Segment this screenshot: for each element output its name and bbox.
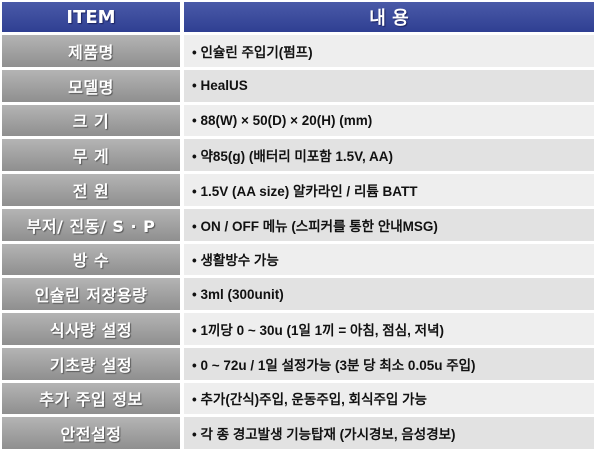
row-label-meal-setting: 식사량 설정 xyxy=(2,313,180,345)
header-item: ITEM xyxy=(2,2,180,32)
row-label-safety-setting: 안전설정 xyxy=(2,417,180,449)
row-value-safety-setting: • 각 종 경고발생 기능탑재 (가시경보, 음성경보) xyxy=(184,417,594,449)
row-value-waterproof: • 생활방수 가능 xyxy=(184,243,594,276)
row-label-waterproof: 방 수 xyxy=(2,243,180,276)
row-label-insulin-capacity: 인슐린 저장용량 xyxy=(2,278,180,310)
row-label-model-name: 모델명 xyxy=(2,69,180,102)
row-label-buzzer-vibration: 부저/ 진동/ S · P xyxy=(2,208,180,241)
row-value-basal-setting: • 0 ~ 72u / 1일 설정가능 (3분 당 최소 0.05u 주입) xyxy=(184,347,594,380)
row-value-product-name: • 인슐린 주입기(펌프) xyxy=(184,35,594,67)
header-content: 내 용 xyxy=(184,2,594,32)
row-value-insulin-capacity: • 3ml (300unit) xyxy=(184,278,594,310)
row-label-size: 크 기 xyxy=(2,104,180,137)
row-value-buzzer-vibration: • ON / OFF 메뉴 (스피커를 통한 안내MSG) xyxy=(184,208,594,241)
row-value-power: • 1.5V (AA size) 알카라인 / 리튬 BATT xyxy=(184,174,594,206)
row-value-meal-setting: • 1끼당 0 ~ 30u (1일 1끼 = 아침, 점심, 저녁) xyxy=(184,313,594,345)
row-value-additional-injection: • 추가(간식)주입, 운동주입, 회식주입 가능 xyxy=(184,382,594,415)
row-label-additional-injection: 추가 주입 정보 xyxy=(2,382,180,415)
row-value-model-name: • HealUS xyxy=(184,69,594,102)
row-label-weight: 무 게 xyxy=(2,139,180,171)
row-label-product-name: 제품명 xyxy=(2,35,180,67)
row-label-power: 전 원 xyxy=(2,174,180,206)
row-value-weight: • 약85(g) (배터리 미포함 1.5V, AA) xyxy=(184,139,594,171)
row-value-size: • 88(W) × 50(D) × 20(H) (mm) xyxy=(184,104,594,137)
row-label-basal-setting: 기초량 설정 xyxy=(2,347,180,380)
